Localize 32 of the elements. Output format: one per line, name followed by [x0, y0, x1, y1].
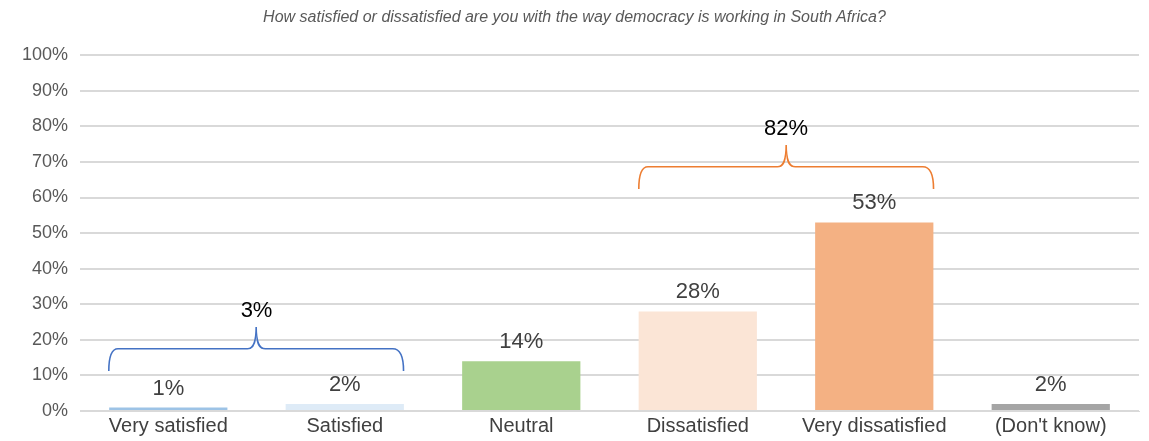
bar	[991, 403, 1110, 410]
x-tick-label: Neutral	[489, 413, 554, 436]
data-label: 53%	[852, 189, 897, 215]
data-label: 2%	[1034, 370, 1067, 396]
data-label: 14%	[499, 328, 544, 354]
x-tick-label: Satisfied	[306, 413, 384, 436]
annotation: 3%	[239, 296, 274, 323]
chart-title: How satisfied or dissatisfied are you with the way democracy is working in South Africa?	[263, 8, 886, 26]
y-tick-label: 60%	[32, 186, 69, 207]
x-tick-label: Very satisfied	[108, 413, 228, 436]
y-tick-label: 0%	[42, 399, 69, 420]
data-label: 28%	[675, 278, 720, 304]
y-tick-label: 80%	[32, 115, 69, 136]
bar	[109, 407, 228, 410]
y-tick-label: 100%	[21, 44, 69, 65]
y-tick-label: 30%	[32, 293, 69, 314]
y-tick-label: 70%	[32, 150, 69, 171]
y-tick-label: 10%	[32, 364, 69, 385]
data-label: 2%	[328, 370, 361, 396]
y-tick-label: 20%	[32, 328, 69, 349]
bar	[285, 403, 404, 410]
x-tick-label: Very dissatisfied	[802, 413, 947, 436]
y-tick-label: 90%	[32, 79, 69, 100]
data-label: 1%	[152, 374, 185, 400]
y-tick-label: 40%	[32, 257, 69, 278]
bar	[638, 311, 757, 410]
x-tick-label: Dissatisfied	[646, 413, 749, 436]
annotation: 82%	[762, 115, 809, 142]
y-tick-label: 50%	[32, 222, 69, 243]
x-tick-label: (Don't know)	[994, 413, 1107, 436]
bar	[462, 361, 581, 410]
bar	[815, 222, 934, 410]
